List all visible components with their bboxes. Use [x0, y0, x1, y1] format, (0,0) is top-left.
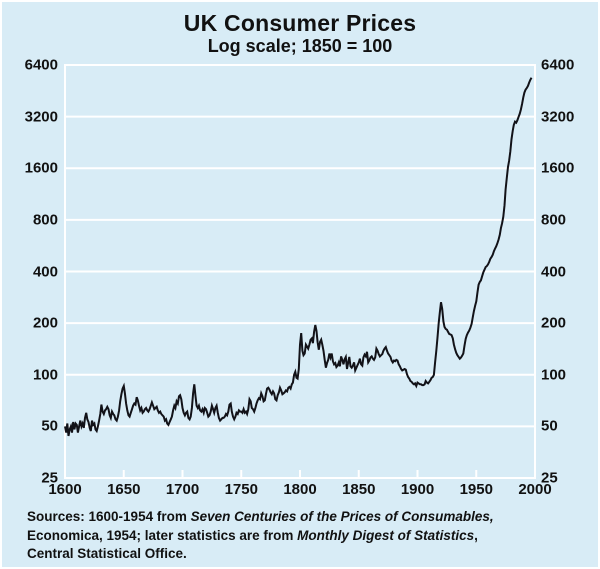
source-note-line: Economica, 1954; later statistics are fr… [27, 527, 587, 546]
page-subtitle: Log scale; 1850 = 100 [207, 36, 393, 56]
y-axis-label-left: 25 [41, 469, 58, 487]
y-axis-label-right: 400 [541, 263, 567, 280]
source-note: Sources: 1600-1954 from Seven Centuries … [27, 508, 587, 564]
source-note-segment: , [474, 527, 478, 543]
y-axis-label-right: 3200 [541, 108, 575, 126]
y-axis-label-right: 50 [541, 417, 558, 435]
x-axis-label: 1700 [165, 481, 200, 498]
source-note-segment: Economica, 1954; later statistics are fr… [27, 527, 298, 543]
y-axis-label-left: 400 [32, 263, 58, 280]
y-axis-label-right: 1600 [541, 159, 575, 177]
gridlines [65, 64, 535, 479]
source-note-line: Central Statistical Office. [27, 545, 587, 564]
x-tick-marks [122, 470, 478, 477]
y-axis-label-left: 200 [32, 314, 58, 332]
x-axis-label: 1800 [283, 481, 317, 498]
x-axis-label: 1650 [107, 481, 141, 498]
y-axis-label-left: 50 [41, 417, 58, 435]
x-axis-label: 1750 [224, 481, 258, 498]
y-axis-label-right: 100 [541, 366, 567, 384]
source-note-segment: Central Statistical Office. [27, 546, 187, 561]
y-axis-label-right: 25 [541, 469, 558, 487]
y-axis-label-right: 800 [541, 211, 567, 229]
y-axis-label-left: 800 [32, 211, 58, 229]
source-note-italic-segment: Seven Centuries of the Prices of Consuma… [190, 509, 494, 524]
price-series-line [64, 77, 533, 437]
source-note-line: Sources: 1600-1954 from Seven Centuries … [27, 508, 587, 527]
y-axis-label-left: 1600 [24, 159, 58, 177]
y-axis-label-left: 3200 [24, 108, 58, 126]
y-axis-label-right: 200 [541, 314, 567, 332]
x-axis-label: 1850 [342, 481, 376, 498]
y-axis-label-right: 6400 [541, 56, 575, 74]
plot-frame [64, 64, 536, 479]
plot-frame-rect [64, 64, 536, 479]
x-axis-label: 1950 [459, 481, 493, 498]
y-axis-label-left: 100 [32, 366, 58, 384]
x-axis-label: 1600 [48, 481, 82, 498]
page-title: UK Consumer Prices [183, 10, 417, 36]
price-series [64, 77, 533, 437]
source-note-segment: Sources: 1600-1954 from [27, 509, 191, 524]
source-note-italic-segment: Monthly Digest of Statistics [297, 527, 475, 543]
x-axis-label: 2000 [518, 481, 552, 498]
x-axis-label: 1900 [400, 481, 435, 498]
y-axis-label-left: 6400 [24, 56, 58, 74]
